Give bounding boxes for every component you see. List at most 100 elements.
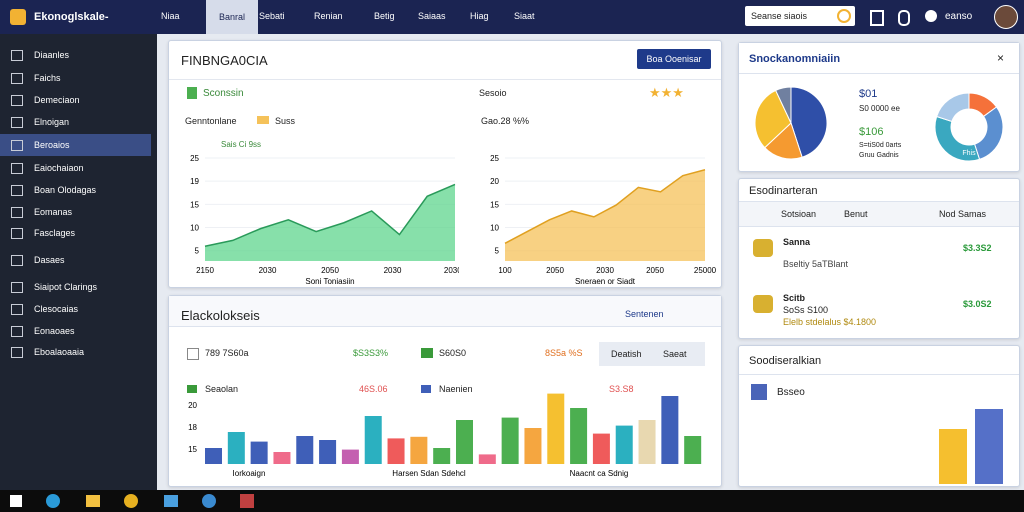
bar (273, 452, 291, 464)
item-icon (753, 295, 773, 313)
avatar[interactable] (994, 5, 1018, 29)
x-tick-label: 2050 (546, 266, 564, 275)
stat: 46S.06 (359, 384, 388, 394)
column-header: Sotsioan (781, 209, 817, 219)
pie-slice (973, 106, 1004, 160)
note: Sais Ci 9ss (221, 140, 262, 149)
menu-item[interactable]: Elnoigan (34, 117, 70, 127)
tab[interactable]: Saeat (663, 349, 687, 359)
y-tick-label: 15 (190, 200, 199, 209)
filter[interactable]: Sentenen (625, 309, 664, 319)
menu-item[interactable]: Siaipot Clarings (34, 282, 98, 292)
menu-icon (11, 347, 23, 358)
x-tick-label: 2030 (596, 266, 614, 275)
pie-slice (775, 86, 792, 124)
menu-item[interactable]: Eonaoaes (34, 326, 75, 336)
pie-slice (764, 122, 803, 160)
menu-icon (11, 326, 23, 337)
start-button[interactable] (10, 495, 22, 507)
taskbar-app[interactable] (86, 495, 100, 507)
home-icon[interactable] (870, 10, 884, 26)
nav-item[interactable]: Betig (374, 11, 395, 21)
user-name[interactable]: eanso (945, 11, 973, 22)
x-label: Iorkoaign (233, 469, 266, 478)
pie-label: Gruu Gadnis (859, 152, 899, 159)
table-header (739, 201, 1019, 227)
area (205, 184, 455, 261)
item-sub: SoSs S100 (783, 305, 829, 315)
bar (501, 417, 519, 464)
menu-item[interactable]: Eaiochaiaon (34, 163, 84, 173)
y-tick-label: 15 (188, 445, 197, 454)
legend: Genntonlane (185, 116, 237, 126)
menu-icon (11, 73, 23, 84)
nav-item[interactable]: Sebati (259, 11, 285, 21)
x-tick-label: 25000 (694, 266, 717, 275)
menu-item[interactable]: Demeciaon (34, 95, 80, 105)
chart-title: Sconssin (203, 88, 244, 99)
menu-item[interactable]: Dasaes (34, 255, 65, 265)
menu-item[interactable]: Eboalaoaaia (34, 347, 85, 357)
taskbar-app[interactable] (202, 494, 216, 508)
menu-item[interactable]: Faichs (34, 73, 61, 83)
search-box[interactable]: Seanse siaois (745, 6, 855, 26)
menu-item[interactable]: Beroaios (34, 140, 70, 150)
bar (684, 436, 702, 464)
menu-icon (11, 255, 23, 266)
pie-label: $01 (859, 88, 877, 100)
stat: S3.S8 (609, 384, 634, 394)
bar (524, 428, 542, 464)
nav-item[interactable]: Banral (206, 0, 258, 34)
logo (10, 9, 26, 25)
taskbar-app[interactable] (124, 494, 138, 508)
menu-item[interactable]: Eomanas (34, 207, 73, 217)
search-text: Seanse siaois (751, 11, 808, 21)
tab[interactable]: Deatish (611, 349, 642, 359)
item-name: Sanna (783, 237, 811, 247)
y-tick-label: 19 (190, 177, 199, 186)
line (504, 169, 706, 245)
taskbar-app[interactable] (46, 494, 60, 508)
search-icon (837, 9, 851, 23)
panel-button[interactable]: Boa Ooenisar (637, 49, 711, 69)
taskbar-app[interactable] (164, 495, 178, 507)
nav-item[interactable]: Renian (314, 11, 343, 21)
menu-item[interactable]: Clesocaias (34, 304, 79, 314)
info-icon[interactable] (898, 10, 910, 26)
bar (615, 425, 633, 464)
nav-item[interactable]: Hiag (470, 11, 489, 21)
y-tick-label: 15 (490, 200, 499, 209)
taskbar (0, 490, 1024, 512)
stat: Seaolan (205, 384, 239, 394)
nav-item[interactable]: Saiaas (418, 11, 446, 21)
stat: 8S5a %S (545, 348, 583, 358)
bar (975, 409, 1003, 484)
y-tick-label: 20 (188, 401, 197, 410)
tabs (599, 342, 705, 366)
icon (421, 348, 433, 358)
nav-item[interactable]: Siaat (514, 11, 535, 21)
stat: S60S0 (439, 348, 467, 358)
nav-item[interactable]: Niaa (161, 11, 180, 21)
pie-slice (790, 86, 828, 158)
bar (387, 438, 405, 464)
taskbar-app[interactable] (240, 494, 254, 508)
brand: Ekonoglskale- (34, 11, 109, 23)
column-header: Nod Samas (939, 209, 987, 219)
close[interactable]: × (997, 51, 1005, 65)
menu-item[interactable]: Diaanles (34, 50, 70, 60)
pie-label: Fhis (962, 150, 976, 157)
bell-icon[interactable] (925, 10, 937, 22)
menu-item[interactable]: Fasclages (34, 228, 76, 238)
divider (169, 79, 721, 80)
pie-label: S=tiS0d 0arts (859, 142, 902, 149)
menu-item[interactable]: Boan Olodagas (34, 185, 97, 195)
bar (547, 393, 565, 464)
finance-panel: FINBNGA0CIA Boa Ooenisar Sconssin Gennto… (168, 40, 722, 288)
x-label: Harsen Sdan Sdehcl (392, 469, 466, 478)
y-tick-label: 25 (490, 154, 499, 163)
icon (187, 348, 199, 360)
top-bar: Ekonoglskale- Seanse siaois eanso (0, 0, 1024, 34)
x-tick-label: 2030 (384, 266, 402, 275)
item-detail: Bseltiy 5aTBlant (783, 259, 849, 269)
